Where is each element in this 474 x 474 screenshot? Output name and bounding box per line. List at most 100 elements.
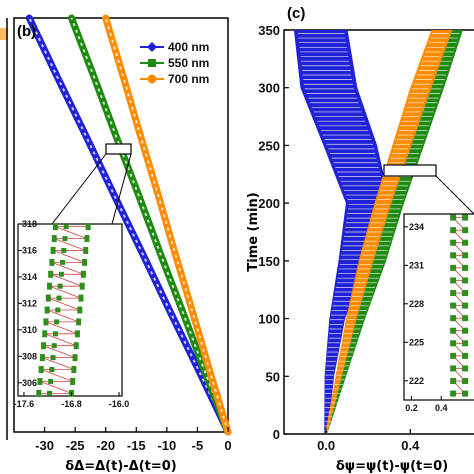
panel-b-inset-marker — [83, 246, 89, 254]
panel-b-inset-marker — [43, 318, 49, 326]
panel-b-inset-marker — [78, 294, 84, 302]
panel-b-inset-marker — [72, 354, 78, 362]
panel-c-inset-y-tick-label: 231 — [409, 260, 424, 270]
panel-b-inset-x-tick-label: -17.6 — [14, 399, 35, 409]
panel-b-inset-marker — [60, 259, 66, 265]
left-remnant-orange-marks — [0, 28, 8, 40]
panel-b-inset-marker — [63, 224, 69, 230]
panel-c-y-tick-label: 350 — [258, 23, 280, 38]
panel-b-x-ticks: -30 -25 -20 -15 -10 -5 0 — [35, 427, 232, 453]
panel-b-zoom-box — [105, 143, 132, 155]
panel-c-series-0-band — [293, 30, 391, 434]
panel-c-inset-marker — [462, 302, 469, 309]
panel-c-inset: 222 225 228 231 234 0.2 0.4 — [403, 213, 474, 413]
panel-c-inset-marker — [450, 290, 457, 297]
panel-b: -30 -25 -20 -15 -10 -5 0 (b) δΔ=Δ(t)-Δ(t=0) 40… — [13, 14, 232, 474]
panel-b-inset-marker — [42, 330, 48, 338]
panel-c-ticks: 0 50 100 150 200 250 300 350 0.0 0.4 — [258, 23, 420, 453]
panel-c-inset-x-tick-label: 0.4 — [435, 403, 448, 413]
panel-c-inset-marker — [462, 365, 469, 372]
panel-b-inset-marker — [51, 343, 57, 349]
panel-b-inset-marker — [84, 235, 90, 243]
panel-c-y-tick-label: 150 — [258, 254, 280, 269]
panel-b-inset-x-tick-label: -16.0 — [109, 399, 130, 409]
panel-c-inset-marker — [462, 214, 469, 221]
panel-c-inset-marker — [462, 327, 469, 334]
panel-b-label: (b) — [17, 23, 36, 40]
panel-c-y-tick-label: 250 — [258, 138, 280, 153]
panel-b-inset-marker — [50, 355, 56, 361]
legend-label-2: 700 nm — [168, 72, 209, 86]
panel-b-inset-marker — [49, 367, 55, 373]
panel-b-inset-marker — [76, 318, 82, 326]
panel-b-inset-marker — [58, 271, 64, 277]
legend-label-1: 550 nm — [168, 56, 209, 70]
panel-b-inset-y-tick-label: 310 — [22, 325, 37, 335]
panel-c-inset-marker — [462, 340, 469, 347]
panel-b-frame — [13, 17, 229, 433]
panel-b-inset-y-tick-label: 306 — [22, 378, 37, 388]
panel-b-inset-trace — [38, 226, 89, 394]
panel-b-inset-marker — [71, 366, 77, 374]
panel-b-x-tick-label: -5 — [192, 438, 204, 453]
panel-c-frame — [283, 29, 474, 435]
panel-b-inset-marker — [39, 354, 45, 362]
panel-c-inset-marker — [450, 277, 457, 284]
panel-b-inset-marker — [54, 319, 60, 325]
panel-b-x-tick-label: -25 — [66, 438, 85, 453]
panel-b-series-0-band — [25, 14, 232, 436]
panel-c-inset-marker — [462, 290, 469, 297]
panel-c-inset-marker — [450, 227, 457, 234]
panel-b-inset-marker — [41, 342, 47, 350]
panel-b-inset-y-tick-label: 316 — [22, 245, 37, 255]
panel-c-inset-marker — [462, 227, 469, 234]
panel-c-inset-marker — [462, 252, 469, 259]
panel-b-inset-marker — [38, 366, 44, 374]
panel-b-inset-y-tick-label: 312 — [22, 298, 37, 308]
panel-b-x-axis-label: δΔ=Δ(t)-Δ(t=0) — [65, 459, 177, 474]
panel-b-inset-marker — [45, 294, 51, 302]
panel-c-y-tick-label: 50 — [266, 369, 280, 384]
panel-b-inset-y-tick-label: 314 — [22, 272, 37, 282]
panel-c-y-tick-label: 100 — [258, 312, 280, 327]
panel-c-plot-area — [293, 30, 463, 434]
panel-b-callout — [51, 143, 132, 225]
panel-b-inset-marker — [50, 246, 56, 254]
panel-c-callout-line — [435, 175, 474, 215]
panel-c-inset-marker — [462, 239, 469, 246]
panel-b-inset-marker — [56, 295, 62, 301]
panel-c-x-axis-label: δψ=ψ(t)-ψ(t=0) — [336, 459, 448, 474]
panel-b-inset-marker — [37, 377, 43, 385]
legend-label-0: 400 nm — [168, 40, 209, 54]
panel-b-inset-marker — [46, 282, 52, 290]
panel-b-inset-marker — [79, 282, 85, 290]
panel-c-x-tick-label: 0.4 — [401, 438, 420, 453]
panel-c: 0 50 100 150 200 250 300 350 0.0 0.4 (c) Time (mi… — [246, 5, 474, 474]
panel-c-inset-marker — [450, 302, 457, 309]
panel-b-inset-marker — [55, 307, 61, 313]
panel-c-y-axis-label: Time (min) — [246, 192, 261, 271]
panel-b-inset-marker — [61, 247, 67, 253]
panel-c-inset-marker — [450, 315, 457, 322]
panel-b-inset: 306 308 310 312 314 316 318 -17.6 -16.8 -16.0 — [14, 219, 130, 409]
panel-b-legend: 400 nm 550 nm 700 nm — [140, 40, 209, 86]
left-panel-remnant — [0, 18, 8, 440]
panel-b-x-tick-label: -10 — [157, 438, 176, 453]
panel-c-inset-marker — [450, 327, 457, 334]
panel-b-inset-marker — [44, 306, 50, 314]
panel-c-series-1-band — [325, 30, 463, 434]
panel-b-inset-marker — [52, 223, 58, 231]
panel-c-inset-y-tick-label: 222 — [409, 376, 424, 386]
panel-b-callout-line-left — [51, 153, 107, 225]
panel-c-callout — [383, 164, 474, 215]
panel-b-inset-marker — [48, 270, 54, 278]
panel-c-inset-marker — [462, 277, 469, 284]
panel-b-x-tick-label: 0 — [224, 438, 231, 453]
panel-c-inset-marker — [462, 264, 469, 271]
panel-c-inset-y-tick-label: 228 — [409, 299, 424, 309]
panel-b-inset-marker — [74, 330, 80, 338]
panel-b-series-2-hatch — [104, 17, 229, 433]
panel-c-inset-marker — [450, 365, 457, 372]
panel-b-inset-marker — [51, 235, 57, 243]
